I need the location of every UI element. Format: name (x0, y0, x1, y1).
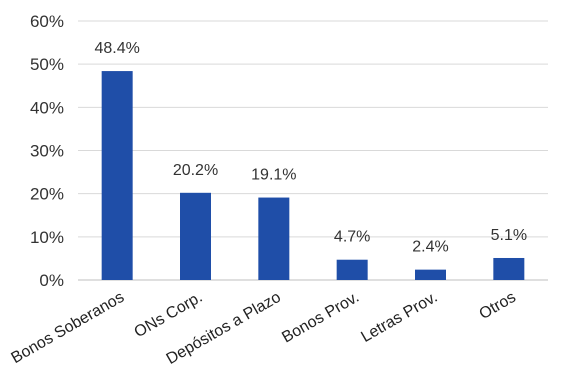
x-category-label: Otros (476, 289, 518, 323)
y-tick-label: 0% (39, 271, 64, 290)
x-category-label: Letras Prov. (358, 289, 440, 346)
data-label: 5.1% (491, 227, 527, 244)
y-tick-label: 50% (30, 55, 64, 74)
bars (101, 71, 525, 280)
x-axis-category-labels: Bonos Soberanos ONs Corp.Depósitos a Plaz… (9, 289, 519, 368)
data-label: 4.7% (334, 229, 370, 246)
data-label: 2.4% (412, 239, 448, 256)
y-tick-label: 40% (30, 98, 64, 117)
bar (180, 192, 211, 280)
bar (336, 259, 368, 280)
data-label: 19.1% (251, 167, 296, 184)
data-label: 20.2% (173, 162, 218, 179)
y-tick-label: 60% (30, 12, 64, 31)
y-tick-label: 20% (30, 185, 64, 204)
x-category-label: Bonos Prov. (279, 289, 362, 347)
y-axis-ticks: 0% 10% 20% 30% 40% 50% 60% (30, 12, 64, 290)
bar (258, 197, 290, 280)
x-category-label: Bonos Soberanos (9, 289, 128, 367)
x-category-label: ONs Corp. (132, 289, 206, 342)
y-tick-label: 30% (30, 142, 64, 161)
y-tick-label: 10% (30, 228, 64, 247)
bar (415, 269, 446, 280)
data-labels: 48.4% 20.2% 19.1% 4.7% 2.4% 5.1% (94, 40, 527, 256)
bar (101, 71, 133, 280)
data-label: 48.4% (94, 40, 139, 57)
bar (493, 257, 525, 280)
gridlines (78, 20, 548, 281)
